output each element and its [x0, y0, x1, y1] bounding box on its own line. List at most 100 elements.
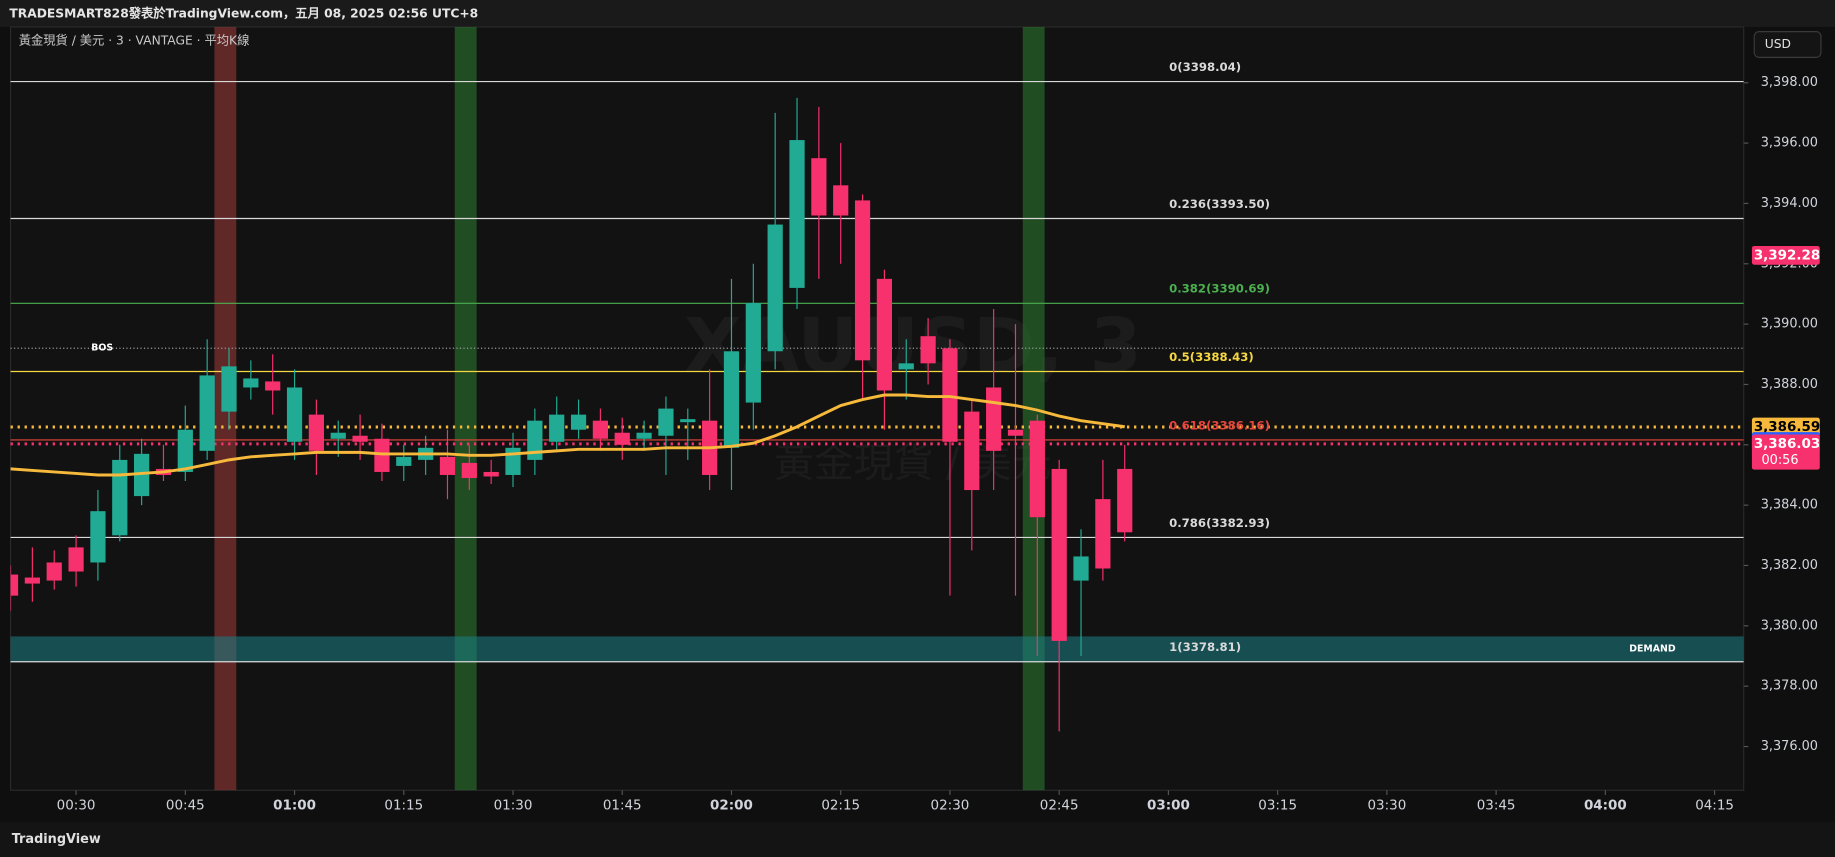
candle-body: [549, 414, 565, 442]
candle-body: [1007, 429, 1024, 436]
candle-body: [352, 435, 368, 442]
x-tick-label: 01:45: [603, 798, 642, 813]
candle-body: [483, 471, 499, 477]
price-tag-label: 3,386.59: [1754, 420, 1820, 435]
candle-body: [177, 429, 193, 472]
candle-body: [221, 366, 237, 412]
candle-body: [90, 511, 106, 563]
fib-label: 0(3398.04): [1169, 60, 1241, 74]
candle-body: [265, 381, 281, 391]
y-tick-label: 3,396.00: [1761, 136, 1818, 151]
candle-body: [986, 387, 1002, 451]
candle-body: [964, 411, 980, 491]
candle-body: [330, 432, 346, 439]
bos-label: BOS: [91, 343, 113, 354]
candle-body: [308, 414, 324, 451]
candle-body: [920, 336, 936, 364]
x-tick-label: 02:15: [821, 798, 860, 813]
y-tick-label: 3,382.00: [1761, 558, 1818, 573]
candle-body: [1117, 468, 1133, 533]
x-tick-label: 01:00: [273, 798, 316, 813]
y-tick-label: 3,376.00: [1761, 739, 1818, 754]
candle-body: [854, 200, 871, 361]
candle-body: [636, 432, 652, 439]
demand-zone: [10, 636, 1744, 662]
candle-body: [134, 453, 150, 497]
candle-body: [1095, 499, 1111, 569]
candle-body: [10, 574, 19, 596]
y-tick-label: 3,398.00: [1761, 75, 1818, 90]
x-tick-label: 04:00: [1584, 798, 1627, 813]
candle-body: [505, 447, 521, 475]
candle-body: [614, 432, 630, 445]
x-tick-label: 00:30: [57, 798, 96, 813]
candle-body: [439, 456, 456, 475]
symbol-title: 黃金現貨 / 美元 · 3 · VANTAGE · 平均K線: [19, 32, 250, 47]
x-tick-label: 01:30: [494, 798, 533, 813]
x-tick-label: 03:15: [1258, 798, 1297, 813]
candle-body: [1029, 420, 1045, 518]
y-tick-label: 3,394.00: [1761, 196, 1818, 211]
candle-body: [68, 547, 84, 572]
candle-body: [396, 456, 412, 466]
currency-button-label[interactable]: USD: [1765, 37, 1791, 51]
fib-label: 0.618(3386.16): [1169, 418, 1270, 432]
footer-logo: TradingView: [12, 832, 101, 847]
moving-average: [10, 393, 1125, 477]
fib-label: 0.5(3388.43): [1169, 350, 1254, 364]
x-tick-label: 02:30: [931, 798, 970, 813]
x-tick-label: 01:15: [384, 798, 423, 813]
x-tick-label: 03:30: [1367, 798, 1406, 813]
candle-body: [658, 408, 674, 436]
watermark-subtitle: 黃金現貨 / 美元: [774, 440, 1051, 486]
y-tick-label: 3,380.00: [1761, 618, 1818, 633]
x-tick-label: 02:00: [710, 798, 753, 813]
x-tick-label: 03:45: [1477, 798, 1516, 813]
x-tick-label: 00:45: [166, 798, 205, 813]
y-tick-label: 3,384.00: [1761, 498, 1818, 513]
price-tag: [1751, 434, 1820, 470]
candle-body: [527, 420, 543, 460]
candle-body: [46, 562, 62, 581]
footer-bar: [0, 821, 1835, 857]
price-tag-label: 3,386.03: [1754, 437, 1820, 452]
x-tick-label: 03:00: [1147, 798, 1190, 813]
y-tick-label: 3,388.00: [1761, 377, 1818, 392]
candle-body: [592, 420, 609, 439]
fib-label: 0.236(3393.50): [1169, 197, 1270, 211]
price-tag-label: 3,392.28: [1754, 248, 1820, 263]
fib-label: 0.382(3390.69): [1169, 282, 1270, 296]
candle-body: [570, 414, 587, 430]
candle-body: [1073, 556, 1089, 581]
candle-body: [723, 351, 740, 448]
candle-body: [461, 462, 477, 478]
price-tag: [1751, 245, 1820, 265]
candle-body: [876, 278, 893, 391]
price-tag: [1751, 417, 1820, 437]
demand-label: DEMAND: [1629, 644, 1676, 655]
y-tick-label: 3,378.00: [1761, 679, 1818, 694]
currency-button[interactable]: [1753, 31, 1822, 58]
candle-body: [24, 577, 40, 584]
candle-body: [286, 387, 303, 442]
x-tick-label: 04:15: [1695, 798, 1734, 813]
plot-area: [9, 26, 1745, 791]
candle-body: [833, 185, 849, 216]
candle-body: [767, 224, 783, 352]
fib-label: 1(3378.81): [1169, 640, 1241, 654]
header-bar: [0, 0, 1835, 27]
price-tag-countdown: 00:56: [1761, 453, 1798, 468]
candle-body: [811, 158, 827, 216]
candle-body: [745, 302, 761, 403]
highlight-band: [454, 26, 477, 791]
plot-layer: [10, 26, 1744, 791]
y-tick-label: 3,390.00: [1761, 317, 1818, 332]
candle-body: [898, 363, 914, 370]
x-tick-label: 02:45: [1040, 798, 1079, 813]
candle-body: [942, 348, 958, 442]
header-text: TRADESMART828發表於TradingView.com，五月 08, 2…: [9, 6, 478, 21]
candle-body: [789, 140, 805, 288]
candle-body: [243, 378, 259, 388]
